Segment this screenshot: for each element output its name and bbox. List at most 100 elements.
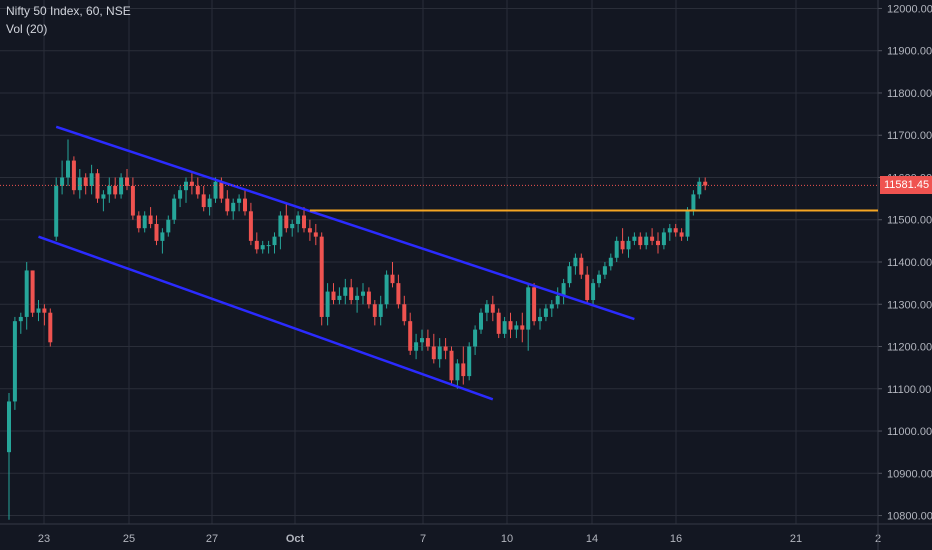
candle-body (461, 363, 466, 377)
x-axis-tick-label: 23 (38, 533, 50, 545)
candle-body (60, 177, 65, 186)
candle-body (248, 211, 253, 241)
trendline-lower-channel (38, 235, 494, 401)
candle-body (673, 228, 678, 233)
y-axis-tick-label: 11800.00 (887, 88, 932, 100)
candle-body (313, 232, 318, 237)
candle-body (343, 287, 348, 296)
x-axis-tick-label: 7 (420, 533, 426, 545)
candle-body (496, 312, 501, 334)
y-axis-tick-label: 11500.00 (887, 215, 932, 227)
candle-body (142, 215, 147, 229)
candle-body (207, 198, 212, 208)
candle-body (225, 198, 230, 212)
candle-body (12, 321, 17, 402)
candle-body (319, 236, 324, 317)
candle-body (667, 228, 672, 233)
y-axis-tick-label: 11200.00 (887, 342, 932, 354)
candle-body (602, 266, 607, 275)
candle-body (644, 236, 649, 246)
candle-body (101, 194, 106, 199)
candle-body (661, 232, 666, 246)
candle-body (201, 194, 206, 208)
candle-body (408, 321, 413, 351)
volume-indicator-label: Vol (20) (6, 22, 48, 36)
candle-body (325, 291, 330, 317)
y-axis-tick-label: 11700.00 (887, 130, 932, 142)
candle-body (532, 287, 537, 322)
candle-body (290, 223, 295, 229)
candle-body (490, 304, 495, 313)
candle-body (349, 287, 354, 301)
candle-body (278, 215, 283, 237)
x-axis-tick-label: 10 (501, 533, 513, 545)
candle-body (479, 312, 483, 330)
candle-body (331, 291, 336, 301)
candle-body (467, 346, 472, 377)
candle-body (555, 295, 560, 305)
y-axis-tick-label: 11100.00 (887, 384, 931, 396)
candle-body (425, 338, 430, 347)
candle-body (272, 236, 277, 246)
candle-body (119, 177, 124, 195)
candle-body (113, 185, 118, 195)
candle-body (549, 304, 554, 309)
y-axis-tick-label: 11400.00 (887, 257, 932, 269)
candle-body (508, 321, 513, 330)
candle-body (650, 236, 655, 241)
candle-body (591, 283, 596, 301)
candle-body (402, 304, 407, 322)
candle-body (685, 211, 690, 237)
candle-body (355, 295, 360, 301)
candle-body (597, 274, 601, 284)
candle-body (431, 346, 436, 360)
candle-body (384, 274, 389, 305)
candle-body (189, 181, 194, 186)
candle-body (573, 257, 578, 267)
candle-body (154, 223, 159, 241)
candle-body (538, 316, 542, 322)
candle-body (378, 304, 383, 317)
candle-body (48, 312, 53, 343)
candle-body (136, 215, 141, 229)
candle-body (502, 321, 507, 334)
x-axis-tick-label: 16 (670, 533, 682, 545)
trendline-upper-channel (55, 125, 635, 321)
candle-body (697, 181, 702, 195)
y-axis-tick-label: 10900.00 (887, 468, 932, 480)
candle-body (18, 316, 23, 322)
candle-body (107, 185, 112, 195)
candle-body (231, 202, 236, 212)
candle-body (543, 308, 548, 317)
candle-body (7, 401, 11, 453)
candle-body (42, 308, 47, 313)
candle-body (54, 185, 59, 237)
candle-body (254, 240, 259, 250)
candle-body (71, 160, 76, 191)
candle-body (561, 283, 566, 296)
candle-body (614, 240, 619, 258)
candle-body (484, 304, 489, 313)
candle-body (656, 240, 660, 246)
candle-body (95, 173, 100, 199)
candle-body (237, 198, 242, 203)
candle-body (679, 232, 684, 237)
candle-body (77, 177, 82, 191)
candle-body (307, 228, 312, 233)
candle-body (579, 257, 584, 275)
candle-body (166, 219, 171, 233)
candle-body (219, 181, 224, 199)
x-axis-tick-label: 27 (206, 533, 218, 545)
y-axis-tick-label: 11300.00 (887, 299, 932, 311)
candle-body (608, 257, 613, 267)
candle-body (514, 325, 519, 330)
candle-body (30, 270, 35, 313)
last-price-tag: 11581.45 (880, 176, 932, 195)
candle-body (195, 185, 200, 195)
candle-body (266, 245, 271, 247)
candle-body (585, 274, 590, 301)
candle-body (243, 198, 247, 212)
candle-body (296, 215, 301, 224)
candle-body (443, 346, 448, 351)
